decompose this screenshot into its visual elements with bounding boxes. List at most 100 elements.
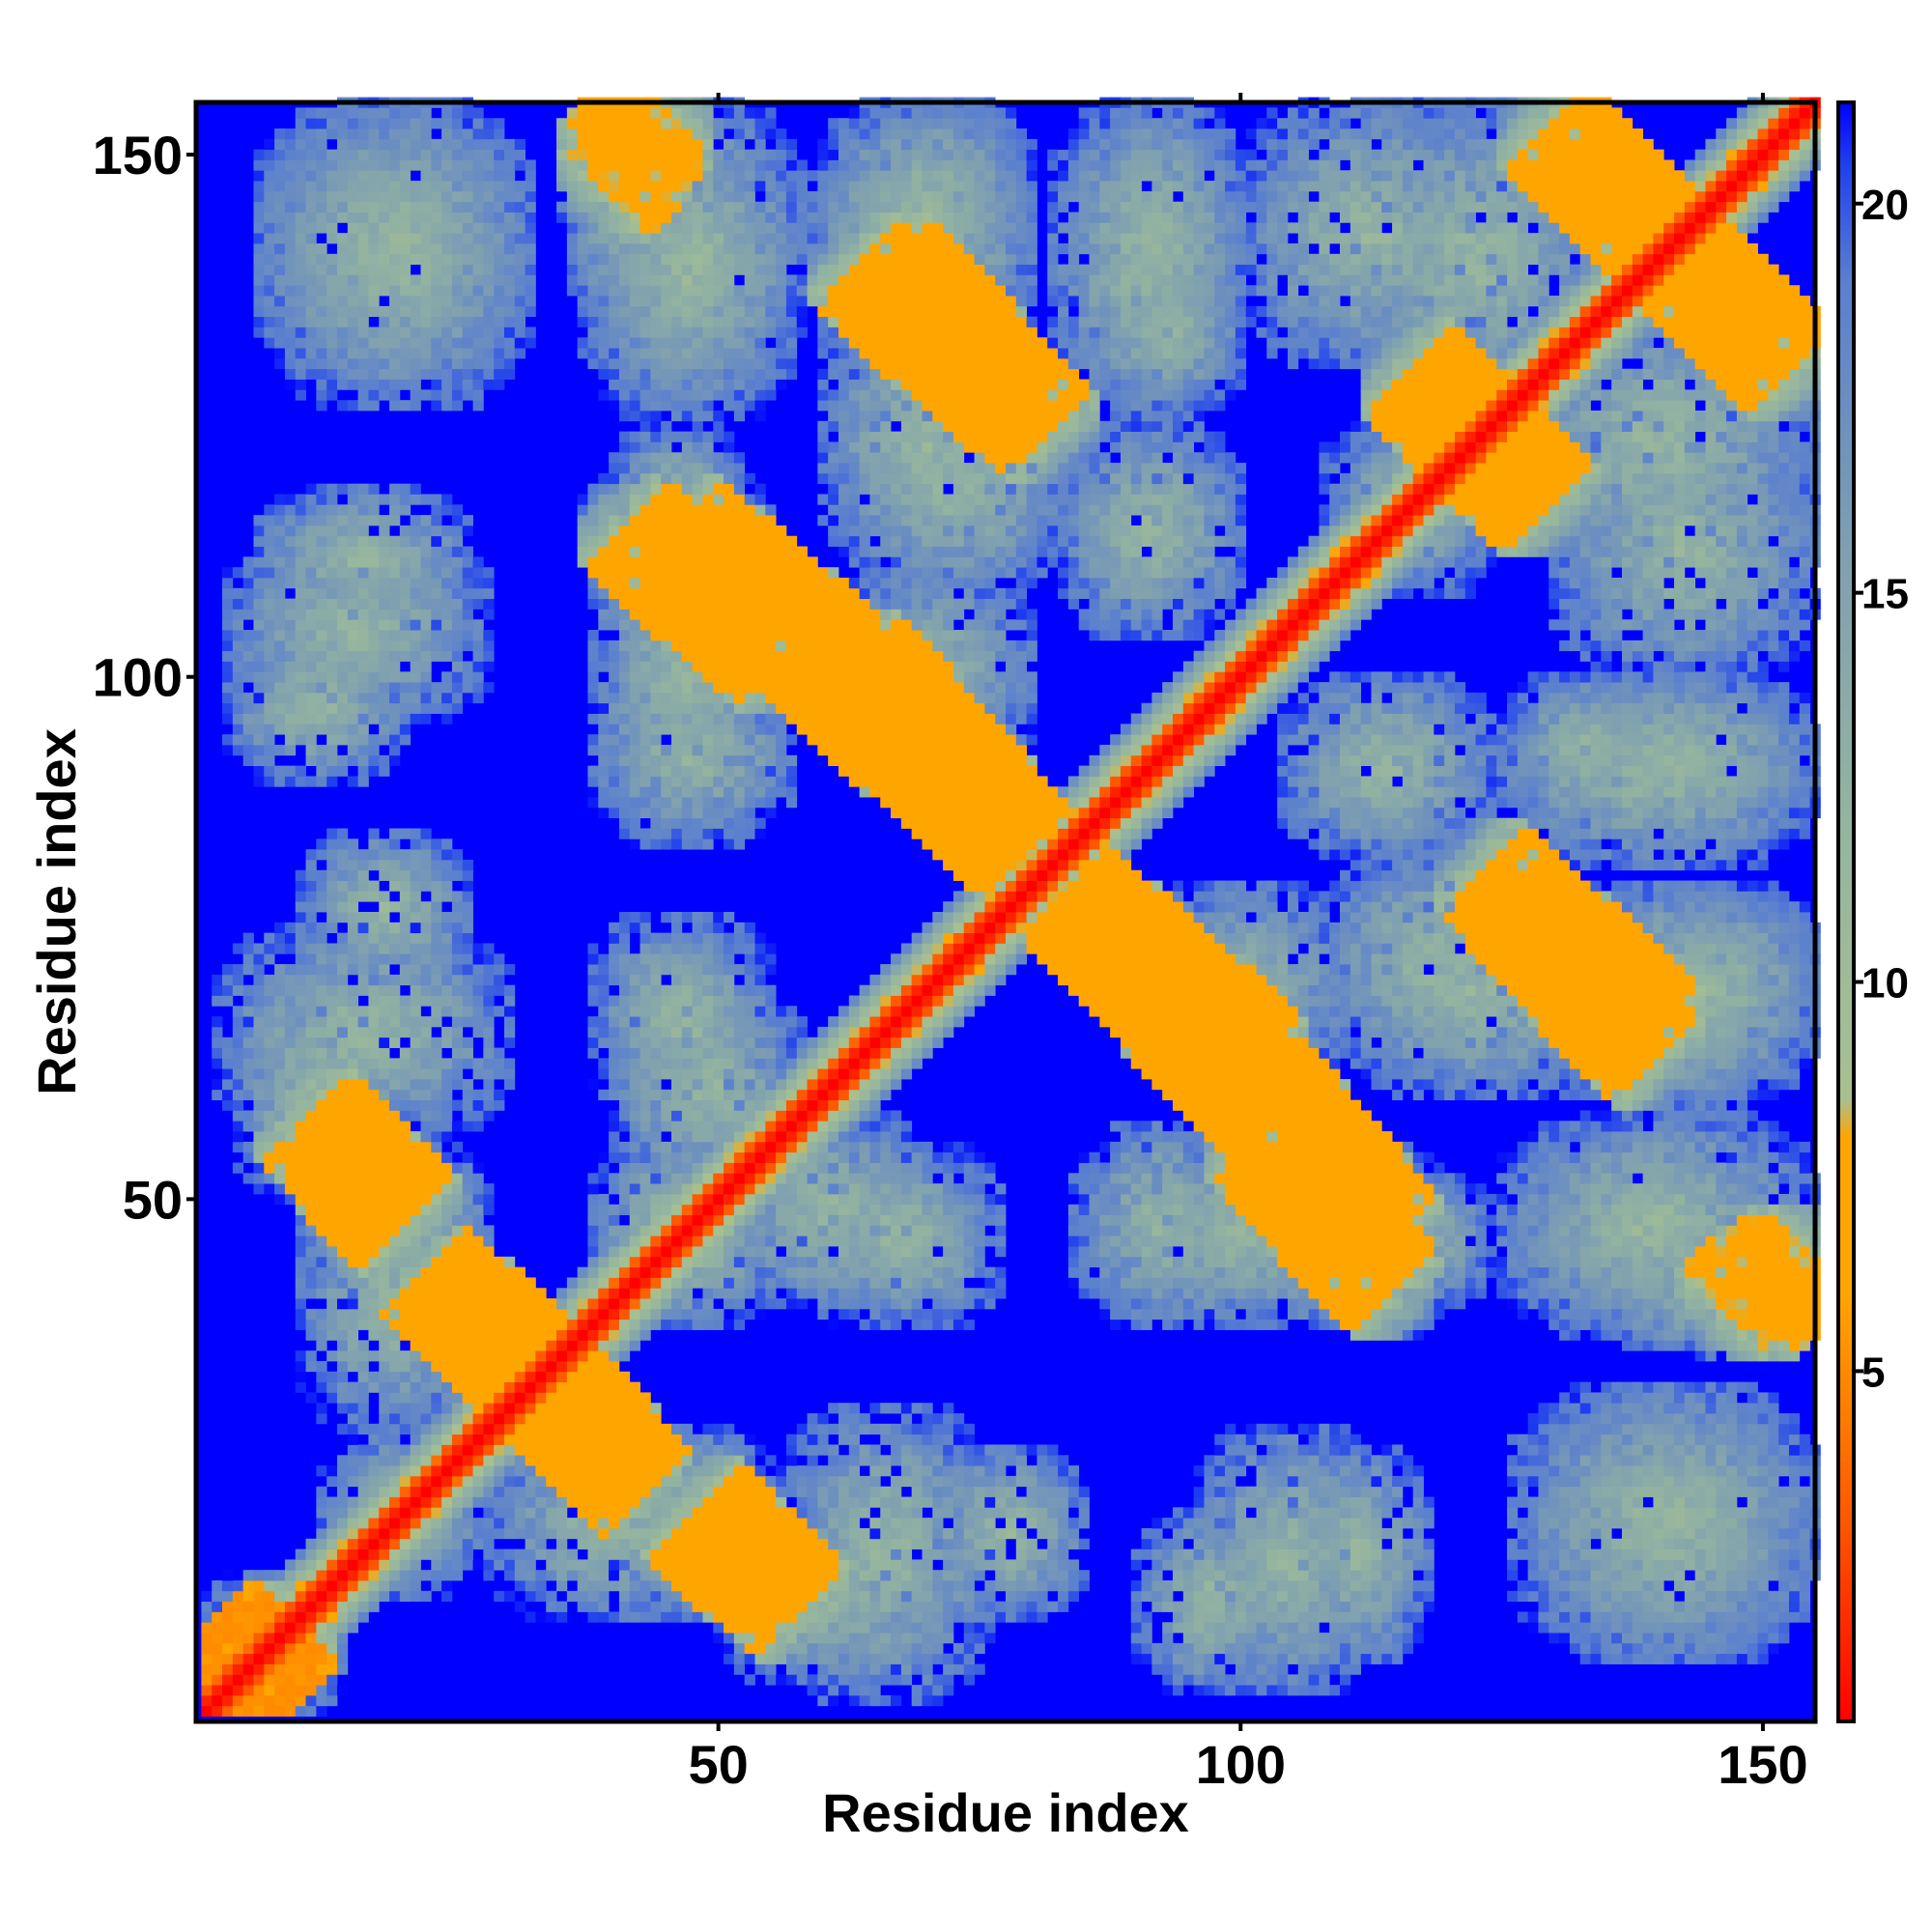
heatmap-cell [932,1601,944,1612]
heatmap-cell [1778,1141,1790,1153]
heatmap-cell [609,1214,620,1226]
heatmap-cell [1590,1277,1602,1289]
heatmap-cell [410,1559,421,1571]
heatmap-cell [828,1663,839,1675]
heatmap-cell [1694,1642,1706,1655]
heatmap-cell [1569,1079,1581,1091]
heatmap-cell [1684,1288,1696,1299]
heatmap-cell [995,1559,1007,1571]
heatmap-cell [848,1099,861,1111]
heatmap-cell [785,1633,798,1644]
heatmap-cell [336,1590,349,1603]
heatmap-cell [995,1580,1007,1592]
heatmap-cell [785,1465,798,1477]
heatmap-cell [807,1162,818,1174]
heatmap-cell [327,1653,338,1664]
heatmap-cell [1642,1288,1654,1299]
heatmap-cell [347,1329,358,1341]
heatmap-cell [1653,1121,1664,1132]
heatmap-cell [1381,1559,1393,1571]
heatmap-cell [399,1580,412,1592]
heatmap-cell [1130,1131,1142,1143]
heatmap-cell [1579,1570,1591,1581]
heatmap-cell [1642,1642,1654,1655]
heatmap-cell [733,1455,746,1466]
heatmap-cell [494,1465,505,1477]
heatmap-cell [838,1308,850,1321]
heatmap-cell [1308,1527,1320,1540]
heatmap-cell [1193,1151,1205,1163]
heatmap-cell [974,1548,985,1560]
heatmap-cell [1141,1611,1152,1623]
heatmap-cell [472,1538,484,1549]
heatmap-cell [838,1173,850,1184]
heatmap-cell [807,1225,818,1236]
heatmap-cell [1392,1611,1404,1623]
heatmap-cell [1736,1193,1748,1206]
heatmap-cell [253,1121,265,1132]
heatmap-cell [744,1214,755,1226]
heatmap-cell [1716,1121,1727,1132]
heatmap-cell [1371,1538,1382,1549]
heatmap-cell [1674,1121,1686,1132]
heatmap-cell [1454,1173,1466,1184]
heatmap-cell [1173,1674,1184,1686]
heatmap-cell [1590,1486,1602,1497]
heatmap-cell [1444,1183,1456,1195]
heatmap-cell [974,1162,985,1174]
heatmap-cell [1694,1475,1706,1488]
heatmap-cell [1434,1079,1445,1091]
heatmap-cell [1350,1496,1362,1508]
heatmap-cell [974,1475,996,1488]
heatmap-cell [327,1089,380,1101]
heatmap-cell [974,1465,985,1477]
heatmap-cell [327,1079,338,1091]
heatmap-cell [1486,1266,1497,1278]
heatmap-cell [963,1444,975,1456]
heatmap-cell [1716,1392,1727,1404]
heatmap-cell [1496,1214,1508,1226]
heatmap-cell [1653,1329,1664,1341]
heatmap-cell [1799,1548,1810,1560]
heatmap-cell [1538,1141,1549,1153]
heatmap-cell [222,1570,234,1581]
heatmap-cell [661,1246,672,1258]
heatmap-cell [1381,1486,1393,1497]
heatmap-cell [702,1288,714,1299]
heatmap-cell [785,1663,798,1675]
heatmap-cell [232,1590,244,1603]
heatmap-cell [316,1089,327,1101]
heatmap-cell [952,1538,965,1549]
heatmap-cell [952,1642,965,1655]
heatmap-cell [838,1151,850,1163]
heatmap-cell [1402,1455,1414,1466]
heatmap-cell [733,1256,746,1268]
heatmap-cell [922,1622,933,1634]
heatmap-cell [1705,1538,1717,1549]
heatmap-cell [869,1225,881,1236]
heatmap-cell [1590,1403,1602,1414]
heatmap-cell [1653,1110,1664,1122]
heatmap-cell [1694,1277,1706,1289]
heatmap-cell [546,1381,557,1393]
heatmap-cell [1757,1580,1769,1592]
heatmap-cell [379,1559,390,1571]
heatmap-cell [1674,1518,1686,1529]
heatmap-cell [911,1642,923,1655]
heatmap-cell [776,1193,787,1206]
heatmap-cell [1527,1173,1539,1184]
heatmap-cell [838,1633,850,1644]
heatmap-cell [1381,1633,1393,1644]
heatmap-cell [1663,1444,1675,1456]
heatmap-cell [1392,1601,1404,1612]
heatmap-cell [399,1350,412,1362]
heatmap-cell [629,1121,640,1132]
heatmap-cell [1716,1475,1727,1488]
heatmap-cell [1173,1225,1184,1236]
heatmap-cell [431,1360,526,1373]
heatmap-cell [650,1548,839,1560]
heatmap-cell [765,1642,777,1655]
heatmap-cell [1642,1611,1654,1623]
heatmap-cell [1225,1444,1236,1456]
heatmap-cell [1266,1642,1278,1655]
